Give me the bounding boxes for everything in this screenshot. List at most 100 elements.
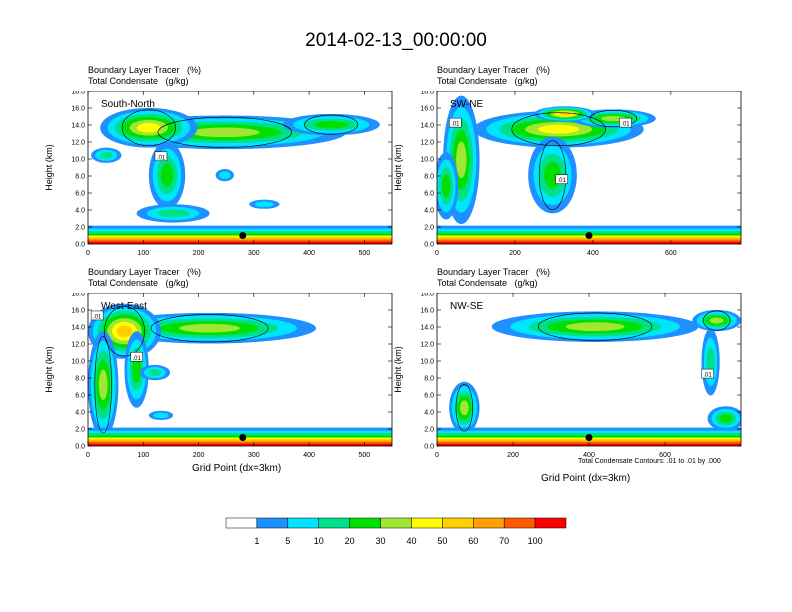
y-tick-label: 2.0 (424, 427, 434, 434)
tracer-region (437, 152, 459, 220)
plot-area: .01 (88, 91, 392, 244)
colorbar-label: 5 (285, 536, 290, 546)
x-axis-label-right: Grid Point (dx=3km) (541, 473, 631, 484)
location-marker (239, 232, 247, 239)
x-tick-label: 400 (583, 452, 595, 459)
x-tick-label: 0 (86, 452, 90, 459)
y-tick-label: 2.0 (75, 225, 85, 232)
y-tick-label: 14.0 (71, 123, 85, 130)
y-tick-label: 0.0 (75, 242, 85, 249)
x-tick-label: 300 (248, 250, 260, 257)
colorbar-label: 30 (376, 536, 386, 546)
contour-label: .01 (130, 352, 143, 362)
panel-field-labels: Boundary Layer Tracer (%) Total Condensa… (437, 267, 551, 288)
tracer-region (701, 328, 720, 396)
tracer-region (528, 136, 577, 214)
colorbar-label: 10 (314, 536, 324, 546)
condensate-contours (121, 109, 359, 148)
panel-name: South-North (101, 99, 155, 110)
location-marker (239, 434, 247, 441)
x-tick-label: 200 (193, 250, 205, 257)
y-tick-label: 2.0 (75, 427, 85, 434)
plot-frame (87, 293, 393, 447)
x-tick-label: 200 (509, 250, 521, 257)
y-tick-label: 14.0 (71, 325, 85, 332)
x-tick-label: 300 (248, 452, 260, 459)
y-axis-label: Height (km) (393, 346, 403, 393)
tracer-region (491, 311, 699, 342)
colorbar-label: 60 (468, 536, 478, 546)
y-axis-label: Height (km) (393, 144, 403, 191)
x-tick-label: 400 (587, 250, 599, 257)
tracer-region (148, 410, 174, 420)
panel-name: NW-SE (450, 301, 483, 312)
x-tick-label: 200 (507, 452, 519, 459)
y-tick-label: 2.0 (424, 225, 434, 232)
location-marker (585, 232, 593, 239)
svg-text:.01: .01 (451, 122, 460, 128)
x-tick-label: 0 (86, 250, 90, 257)
colorbar-swatch (256, 517, 289, 529)
y-axis-label: Height (km) (44, 144, 54, 191)
x-tick-label: 500 (359, 250, 371, 257)
x-tick-label: 400 (303, 250, 315, 257)
y-tick-label: 0.0 (424, 444, 434, 451)
plot-frame (436, 91, 742, 245)
colorbar-swatch (349, 517, 381, 529)
y-tick-label: 0.0 (424, 242, 434, 249)
y-tick-label: 14.0 (420, 325, 434, 332)
svg-text:.01: .01 (621, 122, 630, 128)
y-tick-label: 4.0 (75, 410, 85, 417)
x-tick-label: 0 (435, 250, 439, 257)
tracer-region (88, 331, 119, 439)
tracer-region (249, 199, 280, 209)
contour-note: Total Condensate Contours: .01 to .01 by… (578, 458, 721, 465)
x-tick-label: 100 (137, 250, 149, 257)
panel-name: West-East (101, 301, 147, 312)
plot-area: .01 .01 (88, 293, 392, 446)
y-tick-label: 6.0 (75, 393, 85, 400)
colorbar-swatch (318, 517, 350, 529)
y-tick-label: 16.0 (71, 308, 85, 315)
y-tick-label: 14.0 (420, 123, 434, 130)
colorbar-swatch (442, 517, 474, 529)
y-tick-label: 12.0 (71, 342, 85, 349)
colorbar-swatch (503, 517, 536, 529)
svg-text:.01: .01 (132, 356, 141, 362)
cross-section-panel: .01 0.0 2.0 4.0 6.0 8.0 10.0 12.0 14.0 16.0 18.0 He… (44, 91, 393, 257)
tracer-region (473, 110, 644, 148)
y-tick-label: 12.0 (420, 342, 434, 349)
svg-text:.01: .01 (557, 178, 566, 184)
y-tick-label: 10.0 (71, 359, 85, 366)
y-tick-label: 4.0 (424, 208, 434, 215)
contour-label: .01 (90, 310, 104, 320)
contour-label: .01 (154, 151, 168, 161)
cross-section-panel: .01 .01 0.0 2.0 4.0 6.0 8.0 10.0 12.0 14.0 16.0 18.… (44, 293, 393, 459)
tracer-region (136, 204, 210, 223)
x-tick-label: 600 (665, 250, 677, 257)
boundary-layer-band (437, 225, 741, 244)
y-tick-label: 18.0 (71, 293, 85, 298)
colorbar-swatch (380, 517, 412, 529)
condensate-contours (511, 109, 638, 210)
x-tick-label: 600 (659, 452, 671, 459)
panel-field-labels: Boundary Layer Tracer (%) Total Condensa… (437, 65, 551, 86)
y-tick-label: 16.0 (420, 106, 434, 113)
tracer-region (282, 113, 380, 136)
contour-label: .01 (555, 174, 568, 184)
tracer-region (215, 169, 234, 182)
colorbar-swatch (225, 517, 258, 529)
plot-area: .01 (437, 293, 741, 446)
y-tick-label: 18.0 (71, 91, 85, 96)
y-tick-label: 16.0 (71, 106, 85, 113)
condensate-contours (94, 306, 269, 434)
y-tick-label: 12.0 (71, 140, 85, 147)
x-axis-label-left: Grid Point (dx=3km) (192, 463, 282, 474)
panel-field-labels: Boundary Layer Tracer (%) Total Condensa… (88, 267, 202, 288)
panel-field-labels: Boundary Layer Tracer (%) Total Condensa… (88, 65, 202, 86)
svg-text:.01: .01 (157, 155, 166, 161)
y-tick-label: 8.0 (424, 376, 434, 383)
y-tick-label: 6.0 (424, 191, 434, 198)
colorbar-swatch (411, 517, 443, 529)
x-tick-label: 100 (137, 452, 149, 459)
